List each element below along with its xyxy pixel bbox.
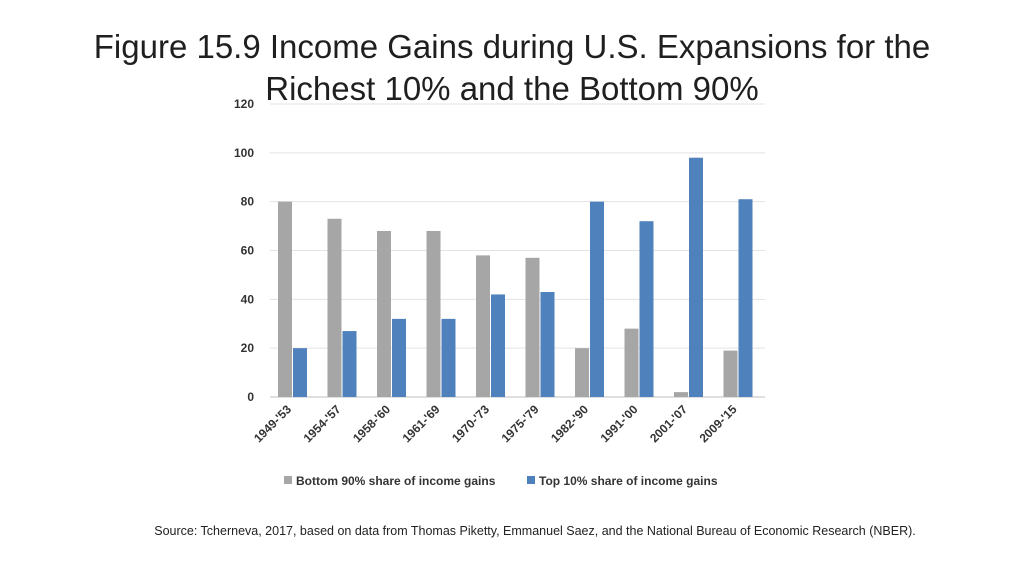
legend-swatch xyxy=(527,476,535,484)
x-axis: 1949-'53 1954-'57 1958-'60 1961-'69 1970-'73… xyxy=(251,402,740,445)
bar-bottom90 xyxy=(278,201,292,397)
x-tick-label: 1954-'57 xyxy=(301,402,344,445)
bar-top10 xyxy=(491,294,505,397)
bar-top10 xyxy=(689,157,703,397)
x-tick-label: 2009-'15 xyxy=(697,402,740,445)
bar-top10 xyxy=(738,199,753,397)
bar-bottom90 xyxy=(674,392,688,397)
bar-bottom90 xyxy=(575,348,589,397)
x-tick-label: 1958-'60 xyxy=(350,402,393,445)
y-tick-label: 120 xyxy=(234,97,254,111)
x-tick-label: 1949-'53 xyxy=(251,402,294,445)
legend-label: Top 10% share of income gains xyxy=(539,474,718,488)
y-tick-label: 0 xyxy=(247,390,254,404)
legend: Bottom 90% share of income gains Top 10% … xyxy=(284,474,718,488)
legend-swatch xyxy=(284,476,292,484)
y-tick-label: 100 xyxy=(234,146,254,160)
x-tick-label: 1975-'79 xyxy=(499,402,542,445)
bar-top10 xyxy=(342,331,357,397)
source-note: Source: Tcherneva, 2017, based on data f… xyxy=(154,524,916,538)
x-tick-label: 1961-'69 xyxy=(400,402,443,445)
y-tick-label: 40 xyxy=(241,292,255,306)
bar-bottom90 xyxy=(426,230,441,397)
bar-top10 xyxy=(293,348,307,397)
bar-bottom90 xyxy=(476,255,490,397)
bar-bottom90 xyxy=(377,230,391,397)
y-tick-label: 80 xyxy=(241,195,255,209)
legend-label: Bottom 90% share of income gains xyxy=(296,474,496,488)
x-tick-label: 1982-'90 xyxy=(548,402,591,445)
bar-bottom90 xyxy=(327,218,342,397)
y-tick-label: 60 xyxy=(241,244,255,258)
y-tick-label: 20 xyxy=(241,341,255,355)
bar-top10 xyxy=(392,318,406,397)
title-line-1: Figure 15.9 Income Gains during U.S. Exp… xyxy=(93,28,931,66)
x-tick-label: 1970-'73 xyxy=(449,402,492,445)
title-line-2: Richest 10% and the Bottom 90% xyxy=(265,70,759,108)
x-tick-label: 2001-'07 xyxy=(647,402,690,445)
bar-top10 xyxy=(639,221,654,397)
bar-top10 xyxy=(540,292,555,397)
bar-bottom90 xyxy=(624,328,639,397)
bars xyxy=(278,157,753,397)
x-tick-label: 1991-'00 xyxy=(598,402,641,445)
bar-bottom90 xyxy=(525,257,540,397)
bar-top10 xyxy=(590,201,604,397)
slide-title: Figure 15.9 Income Gains during U.S. Exp… xyxy=(40,26,984,110)
bar-top10 xyxy=(441,318,456,397)
y-axis: 0 20 40 60 80 100 120 xyxy=(234,97,254,404)
bar-bottom90 xyxy=(723,350,738,397)
